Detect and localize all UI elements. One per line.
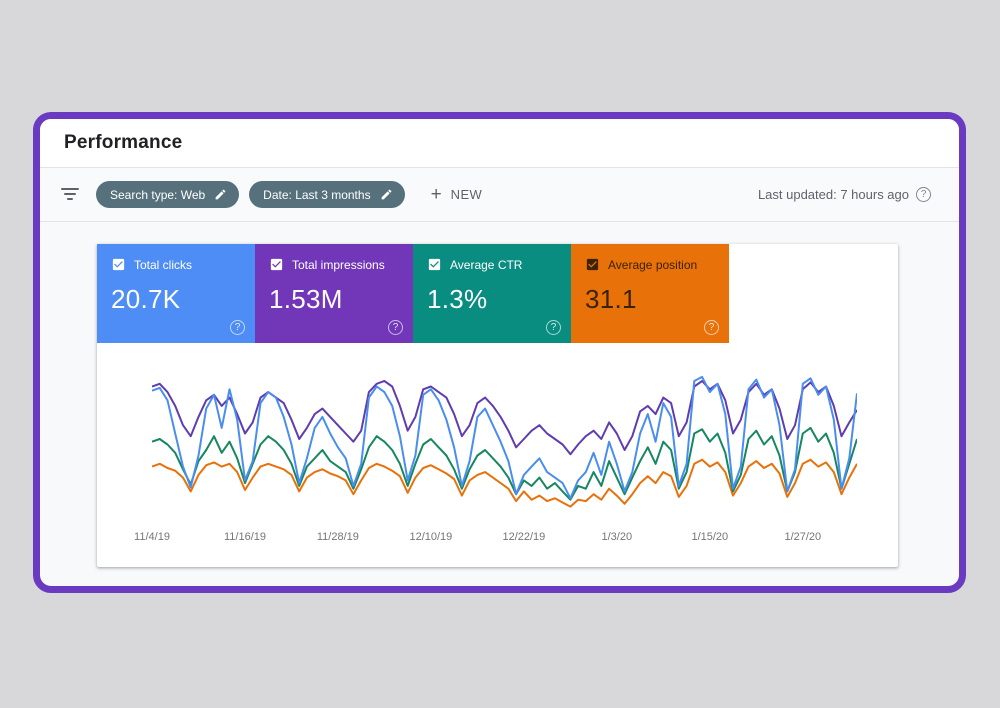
plus-icon: +: [430, 184, 442, 205]
metric-value: 1.3%: [427, 284, 488, 314]
performance-chart-svg: [152, 375, 857, 508]
metric-card-average-position[interactable]: Average position 31.1 ?: [571, 244, 729, 343]
metric-value: 31.1: [585, 284, 637, 314]
metric-label: Average CTR: [450, 257, 523, 272]
new-filter-button[interactable]: + NEW: [431, 185, 483, 204]
x-tick-label: 1/15/20: [691, 531, 729, 543]
help-icon[interactable]: ?: [916, 187, 931, 202]
metric-card-total-clicks[interactable]: Total clicks 20.7K ?: [97, 244, 255, 343]
metric-value: 1.53M: [269, 284, 343, 314]
edit-pencil-icon: [215, 189, 226, 200]
date-range-chip-label: Date: Last 3 months: [263, 187, 371, 202]
help-icon[interactable]: ?: [388, 320, 403, 335]
x-tick-label: 11/16/19: [223, 531, 267, 543]
series-average-ctr: [152, 426, 857, 501]
series-total-clicks: [152, 375, 857, 500]
metric-card-total-impressions[interactable]: Total impressions 1.53M ?: [255, 244, 413, 343]
checkbox-checked-icon[interactable]: [427, 257, 442, 272]
date-range-chip[interactable]: Date: Last 3 months: [249, 181, 405, 208]
metric-label: Total clicks: [134, 257, 193, 272]
x-tick-label: 11/4/19: [134, 531, 170, 543]
metric-value: 20.7K: [111, 284, 181, 314]
metric-card-average-ctr[interactable]: Average CTR 1.3% ?: [413, 244, 571, 343]
filter-bar: Search type: Web Date: Last 3 months + N…: [40, 168, 959, 222]
metric-label: Total impressions: [292, 257, 385, 272]
checkbox-checked-icon[interactable]: [269, 257, 284, 272]
filter-list-icon[interactable]: [60, 187, 80, 202]
x-axis-labels: 11/4/19 11/16/19 11/28/19 12/10/19 12/22/19 1…: [134, 531, 857, 545]
series-average-position: [152, 458, 857, 508]
edit-pencil-icon: [381, 189, 391, 200]
x-tick-label: 12/22/19: [502, 531, 546, 543]
search-type-chip[interactable]: Search type: Web: [96, 181, 240, 208]
page-header: Performance: [40, 119, 959, 168]
performance-panel: Performance Search type: Web Date: Last …: [33, 112, 966, 593]
page-title: Performance: [64, 132, 183, 153]
last-updated-text: Last updated: 7 hours ago: [757, 187, 909, 202]
metric-tiles: Total clicks 20.7K ? Total impressions 1…: [97, 244, 898, 343]
checkbox-checked-icon[interactable]: [111, 257, 126, 272]
checkbox-checked-icon[interactable]: [585, 257, 600, 272]
help-icon[interactable]: ?: [230, 320, 245, 335]
performance-chart[interactable]: 11/4/19 11/16/19 11/28/19 12/10/19 12/22/19 1…: [97, 343, 898, 567]
last-updated: Last updated: 7 hours ago ?: [758, 187, 943, 202]
help-icon[interactable]: ?: [546, 320, 561, 335]
x-tick-label: 12/10/19: [409, 531, 453, 543]
x-tick-label: 11/28/19: [316, 531, 359, 543]
help-icon[interactable]: ?: [704, 320, 719, 335]
search-type-chip-label: Search type: Web: [110, 187, 206, 202]
new-filter-label: NEW: [450, 187, 483, 202]
performance-card: Total clicks 20.7K ? Total impressions 1…: [97, 244, 898, 567]
x-tick-label: 1/27/20: [784, 531, 822, 543]
x-tick-label: 1/3/20: [601, 531, 633, 543]
metric-label: Average position: [608, 257, 698, 272]
